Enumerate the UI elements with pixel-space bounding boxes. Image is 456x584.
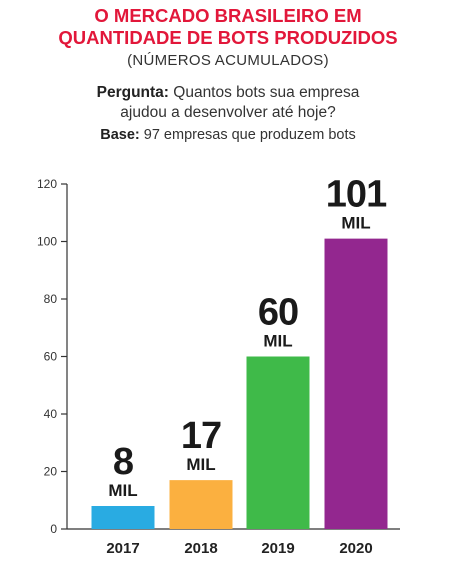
question-line-2: ajudou a desenvolver até hoje? [120, 104, 336, 121]
question-label: Pergunta: [96, 84, 169, 101]
bar-2019 [246, 356, 310, 529]
x-tick-label: 2017 [106, 540, 139, 557]
y-tick-label: 100 [37, 235, 57, 249]
data-label-value: 8 [113, 441, 133, 483]
data-label-unit: MIL [341, 214, 370, 233]
y-tick-label: 120 [37, 177, 57, 191]
bar-2017 [91, 506, 155, 529]
y-tick-label: 0 [50, 522, 57, 536]
y-tick-label: 60 [44, 350, 58, 364]
base-label: Base: [100, 127, 140, 143]
x-tick-label: 2019 [261, 540, 294, 557]
data-label-value: 60 [258, 292, 298, 334]
base-line: Base: 97 empresas que produzem bots [0, 127, 456, 143]
chart-subtitle: (NÚMEROS ACUMULADOS) [127, 52, 329, 69]
data-label-unit: MIL [186, 455, 215, 474]
base-text: 97 empresas que produzem bots [143, 127, 356, 143]
question-text-1: Quantos bots sua empresa [173, 84, 360, 101]
bar-2020 [324, 238, 388, 529]
chart-title-line-1: O MERCADO BRASILEIRO EM [94, 5, 362, 26]
x-tick-label: 2018 [184, 540, 217, 557]
bar-2018 [169, 480, 233, 529]
question-line-1: Pergunta: Quantos bots sua empresa [0, 84, 456, 102]
data-label-unit: MIL [108, 481, 137, 500]
y-tick-label: 80 [44, 292, 58, 306]
data-label-unit: MIL [263, 332, 292, 351]
y-tick-label: 20 [44, 465, 58, 479]
data-label-value: 17 [181, 415, 221, 457]
chart-title-line-2: QUANTIDADE DE BOTS PRODUZIDOS [58, 27, 398, 48]
y-tick-label: 40 [44, 407, 58, 421]
data-label-value: 101 [326, 174, 387, 216]
x-tick-label: 2020 [339, 540, 372, 557]
